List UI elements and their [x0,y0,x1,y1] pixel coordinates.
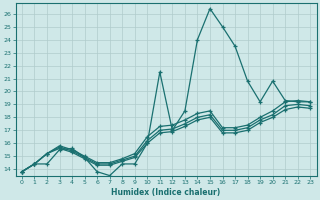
X-axis label: Humidex (Indice chaleur): Humidex (Indice chaleur) [111,188,221,197]
